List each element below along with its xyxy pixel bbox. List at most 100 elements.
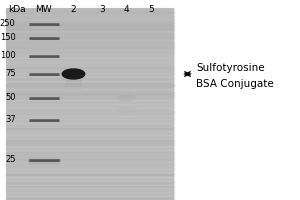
Bar — [6, 128, 174, 129]
Bar — [6, 96, 174, 100]
Bar — [6, 130, 174, 131]
Bar — [6, 175, 174, 176]
Bar — [6, 16, 174, 20]
Bar — [6, 42, 174, 43]
Bar — [6, 10, 174, 11]
Bar — [6, 31, 174, 35]
Bar — [6, 25, 174, 26]
Bar — [6, 142, 174, 146]
Bar — [6, 104, 174, 108]
Bar — [6, 23, 174, 27]
Bar — [6, 139, 174, 142]
Bar — [6, 158, 174, 162]
Bar — [6, 118, 174, 119]
Bar — [6, 185, 174, 188]
Bar — [6, 190, 174, 191]
Text: 150: 150 — [0, 33, 16, 43]
Text: kDa: kDa — [8, 5, 25, 14]
Text: 37: 37 — [5, 116, 16, 124]
Ellipse shape — [117, 95, 135, 101]
Text: Sulfotyrosine: Sulfotyrosine — [196, 63, 265, 73]
Bar — [6, 92, 174, 93]
Bar — [6, 81, 174, 85]
Bar — [6, 92, 174, 96]
Bar — [6, 155, 174, 156]
Bar — [6, 196, 174, 200]
Bar — [6, 52, 174, 53]
Bar — [6, 102, 174, 103]
Bar — [6, 188, 174, 192]
Bar — [6, 144, 174, 145]
Bar — [6, 185, 174, 186]
Bar — [6, 35, 174, 36]
Bar — [6, 192, 174, 193]
Bar — [6, 177, 174, 181]
Bar — [6, 8, 174, 12]
Bar — [6, 140, 174, 142]
Bar — [6, 195, 174, 196]
Bar — [6, 169, 174, 173]
Bar — [6, 77, 174, 81]
Bar — [6, 187, 174, 188]
Bar — [6, 68, 174, 69]
Bar — [6, 46, 174, 50]
Bar — [6, 37, 174, 38]
Bar — [6, 92, 174, 94]
Bar — [6, 51, 174, 52]
Bar — [6, 100, 174, 104]
Bar — [6, 112, 174, 114]
Bar — [6, 73, 174, 75]
Bar — [6, 142, 174, 143]
Text: 100: 100 — [0, 51, 16, 60]
Bar — [6, 173, 174, 174]
Bar — [6, 165, 174, 169]
Bar — [6, 173, 174, 177]
Text: 50: 50 — [5, 94, 16, 102]
Bar — [6, 39, 174, 43]
Bar — [6, 140, 174, 141]
Bar — [6, 35, 174, 39]
Bar — [6, 168, 174, 169]
Bar — [6, 165, 174, 166]
Bar — [6, 12, 174, 13]
Bar — [6, 148, 174, 149]
Bar — [6, 55, 174, 56]
Bar — [6, 126, 174, 127]
Bar — [6, 27, 174, 31]
Bar — [6, 46, 174, 48]
Bar — [6, 156, 174, 158]
Bar — [6, 182, 174, 183]
Text: 75: 75 — [5, 70, 16, 78]
Bar — [6, 116, 174, 119]
Bar — [6, 66, 174, 67]
Bar — [6, 112, 174, 116]
Bar — [6, 84, 174, 85]
Bar — [6, 127, 174, 131]
Bar — [6, 50, 174, 54]
Bar — [6, 84, 174, 85]
Text: 250: 250 — [0, 20, 16, 28]
Bar — [6, 27, 174, 29]
Bar — [6, 186, 174, 187]
Bar — [6, 123, 174, 127]
Bar — [6, 86, 174, 87]
Bar — [6, 198, 174, 199]
Bar — [6, 43, 174, 46]
Bar — [6, 25, 174, 26]
Bar — [6, 54, 174, 58]
Bar — [6, 33, 174, 34]
Bar — [6, 16, 174, 17]
Bar — [6, 162, 174, 165]
Bar — [6, 58, 174, 62]
Bar — [6, 21, 174, 22]
Bar — [6, 135, 174, 139]
Bar — [6, 162, 174, 164]
Bar — [6, 108, 174, 112]
Bar — [6, 150, 174, 154]
Text: 3: 3 — [99, 5, 105, 14]
Bar — [6, 146, 174, 150]
Bar — [6, 111, 174, 112]
Bar — [6, 189, 174, 190]
Bar — [6, 37, 174, 38]
Bar — [6, 154, 174, 158]
